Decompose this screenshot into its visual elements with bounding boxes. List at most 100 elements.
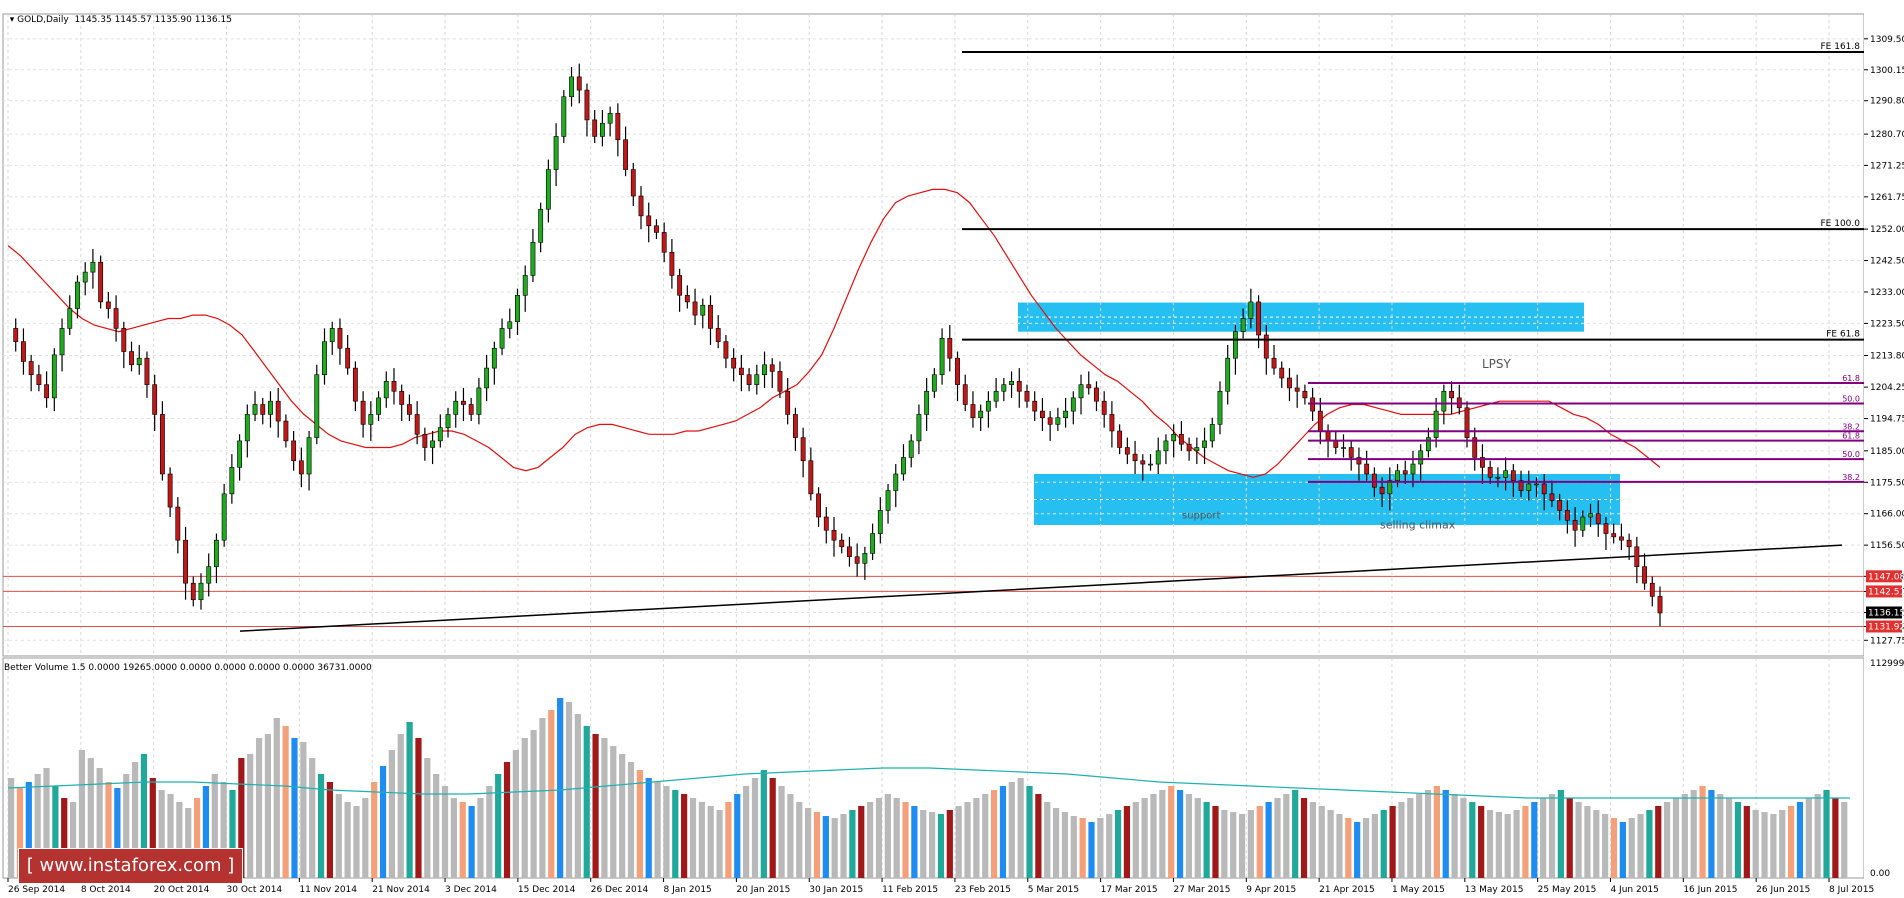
bear-candle bbox=[684, 294, 690, 303]
bear-candle bbox=[414, 414, 420, 435]
volume-bar bbox=[388, 750, 395, 878]
volume-bar bbox=[1292, 790, 1299, 878]
fibonacci-retracement-label: 38.2 bbox=[1842, 473, 1860, 482]
volume-moving-average bbox=[7, 767, 1850, 799]
date-tick-label: 21 Nov 2014 bbox=[372, 885, 430, 895]
volume-bar bbox=[884, 794, 891, 878]
volume-bar bbox=[1566, 798, 1573, 878]
price-tick-label: 1261.75 bbox=[1870, 193, 1904, 203]
bear-candle bbox=[1356, 457, 1362, 465]
trendline bbox=[239, 544, 1843, 632]
bull-candle bbox=[754, 374, 760, 385]
bear-candle bbox=[769, 364, 775, 372]
volume-bar bbox=[1743, 806, 1750, 878]
bull-candle bbox=[1503, 470, 1509, 478]
volume-bar bbox=[999, 786, 1007, 878]
bear-candle bbox=[669, 251, 675, 276]
volume-bar bbox=[911, 806, 918, 878]
bull-candle bbox=[538, 208, 544, 243]
volume-bar bbox=[1185, 794, 1193, 878]
bear-candle bbox=[1333, 440, 1339, 448]
bull-candle bbox=[978, 410, 984, 419]
volume-bar bbox=[1610, 818, 1618, 878]
volume-bar bbox=[1486, 810, 1494, 878]
date-tick-label: 26 Jun 2015 bbox=[1756, 885, 1810, 895]
volume-bar bbox=[1734, 802, 1742, 878]
volume-bar bbox=[1150, 794, 1157, 878]
volume-bar bbox=[468, 806, 475, 878]
volume-bar bbox=[672, 790, 679, 878]
price-tick-label: 1280.70 bbox=[1870, 130, 1904, 140]
bull-candle bbox=[90, 261, 96, 273]
bear-candle bbox=[422, 433, 428, 448]
bear-candle bbox=[808, 460, 814, 495]
volume-bar bbox=[725, 802, 732, 878]
volume-bar bbox=[1531, 802, 1538, 878]
volume-bar bbox=[1070, 816, 1077, 878]
bull-candle bbox=[1078, 384, 1084, 399]
volume-bar bbox=[1035, 794, 1042, 878]
volume-bar bbox=[1132, 802, 1139, 878]
price-tag-label: 1131.92 bbox=[1868, 622, 1904, 632]
volume-bar bbox=[176, 802, 183, 878]
volume-bar bbox=[1362, 818, 1370, 878]
bear-candle bbox=[1109, 414, 1115, 432]
bear-candle bbox=[1024, 390, 1030, 402]
bull-candle bbox=[268, 400, 273, 415]
volume-bar bbox=[1717, 794, 1724, 878]
bear-candle bbox=[661, 232, 667, 253]
volume-bar bbox=[379, 766, 387, 878]
volume-bar bbox=[751, 778, 759, 878]
volume-bar bbox=[397, 734, 404, 878]
fibonacci-retracement-label: 50.0 bbox=[1842, 450, 1860, 459]
bull-candle bbox=[901, 457, 906, 475]
price-tag-label: 1136.15 bbox=[1868, 608, 1904, 618]
date-tick-label: 16 Jun 2015 bbox=[1683, 885, 1737, 895]
price-tick-label: 1156.50 bbox=[1870, 541, 1904, 551]
bull-candle bbox=[229, 467, 235, 495]
volume-bar bbox=[610, 746, 617, 878]
bull-candle bbox=[368, 414, 374, 425]
bear-candle bbox=[1086, 384, 1092, 389]
volume-bar bbox=[1088, 822, 1095, 878]
volume-bar bbox=[1761, 812, 1768, 878]
bull-candle bbox=[1534, 483, 1539, 486]
bear-candle bbox=[947, 338, 953, 359]
bull-candle bbox=[700, 304, 706, 316]
bear-candle bbox=[630, 169, 636, 197]
bull-candle bbox=[484, 367, 490, 389]
symbol-label: GOLD,Daily bbox=[17, 15, 69, 25]
volume-bar bbox=[1522, 806, 1529, 878]
price-tick-label: 1309.50 bbox=[1870, 35, 1904, 45]
bear-candle bbox=[731, 357, 737, 369]
volume-bar bbox=[1433, 786, 1440, 878]
bear-candle bbox=[1271, 357, 1277, 369]
volume-bar bbox=[849, 810, 856, 878]
bear-candle bbox=[592, 119, 598, 137]
price-tag bbox=[1866, 606, 1902, 619]
volume-bar bbox=[1061, 812, 1069, 878]
volume-bar bbox=[300, 742, 307, 878]
volume-bar bbox=[1796, 802, 1804, 878]
bear-candle bbox=[777, 371, 783, 392]
bear-candle bbox=[746, 374, 752, 385]
volume-bar bbox=[229, 790, 236, 878]
bull-candle bbox=[530, 242, 536, 276]
bear-candle bbox=[1472, 437, 1478, 458]
bull-candle bbox=[1580, 516, 1586, 531]
volume-bar bbox=[1123, 806, 1131, 878]
bull-candle bbox=[916, 414, 922, 442]
price-tick-label: 1223.50 bbox=[1870, 319, 1904, 329]
volume-bar bbox=[123, 774, 130, 878]
volume-bar bbox=[990, 790, 998, 878]
bear-candle bbox=[44, 384, 50, 399]
volume-bar bbox=[929, 812, 936, 878]
volume-bar bbox=[1398, 802, 1405, 878]
fibonacci-retracement-label: 61.8 bbox=[1842, 432, 1860, 441]
date-tick-label: 4 Jun 2015 bbox=[1610, 885, 1658, 895]
date-tick-label: 26 Sep 2014 bbox=[8, 885, 65, 895]
bear-candle bbox=[337, 328, 343, 349]
volume-bar bbox=[858, 806, 865, 878]
volume-bar bbox=[1575, 802, 1582, 878]
date-tick-label: 8 Jan 2015 bbox=[664, 885, 712, 895]
